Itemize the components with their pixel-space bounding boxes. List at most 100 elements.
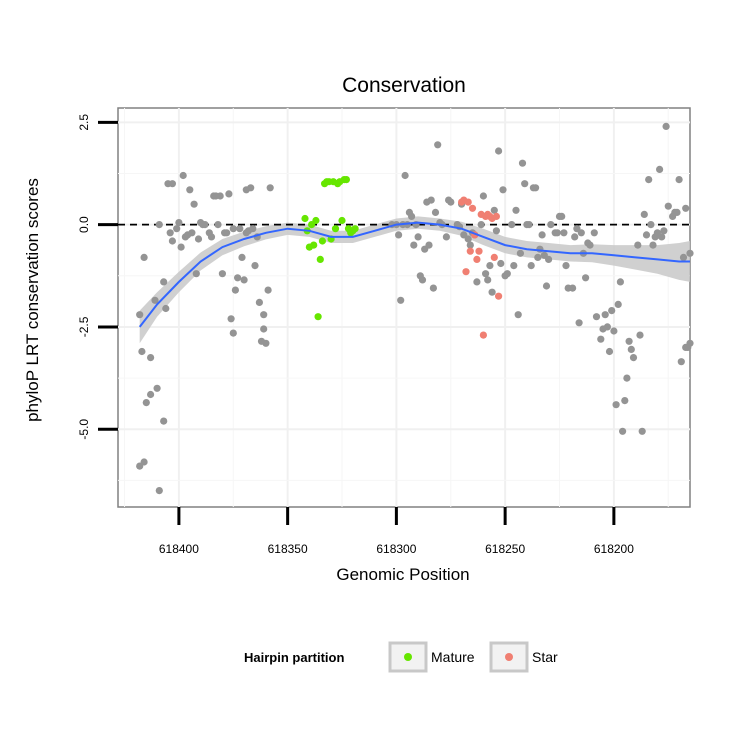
data-point-other	[649, 241, 657, 249]
data-point-other	[227, 315, 235, 323]
data-point-other	[466, 241, 474, 249]
data-point-other	[395, 231, 403, 239]
data-point-other	[553, 229, 561, 237]
data-point-other	[477, 221, 485, 229]
data-point-other	[510, 262, 518, 270]
data-point-other	[255, 298, 263, 306]
data-point-other	[679, 253, 688, 261]
data-point-other	[492, 227, 500, 235]
data-point-other	[264, 286, 272, 294]
data-point-other	[229, 225, 237, 233]
data-point-other	[675, 176, 683, 184]
data-point-other	[427, 196, 435, 204]
data-point-star	[495, 292, 503, 300]
data-point-other	[597, 335, 605, 343]
data-point-mature	[338, 216, 346, 225]
data-point-other	[484, 276, 492, 284]
x-axis: 618400 618350 618300 618250 618200	[159, 507, 634, 556]
data-point-other	[521, 180, 529, 188]
data-point-other	[686, 249, 694, 257]
data-point-mature	[314, 313, 322, 321]
data-point-other	[577, 229, 585, 237]
data-point-other	[508, 221, 516, 229]
data-point-other	[647, 221, 655, 229]
data-point-other	[512, 206, 520, 214]
y-axis-title: phyloP LRT conservation scores	[23, 178, 42, 422]
data-point-other	[190, 200, 198, 208]
x-axis-tick-label: 618300	[376, 542, 416, 556]
data-point-other	[173, 225, 181, 233]
smooth-ribbon-layer	[139, 216, 690, 344]
data-point-star	[479, 331, 487, 339]
data-point-other	[590, 229, 598, 237]
data-point-other	[601, 311, 609, 319]
data-point-other	[231, 286, 239, 294]
data-point-other	[216, 192, 224, 200]
data-point-other	[673, 208, 681, 216]
data-point-star	[468, 204, 477, 212]
data-point-other	[575, 319, 583, 327]
data-point-other	[177, 243, 185, 251]
data-point-other	[447, 198, 455, 206]
data-point-other	[525, 221, 533, 229]
data-point-other	[401, 171, 409, 180]
data-point-other	[586, 241, 594, 249]
data-point-other	[160, 278, 168, 286]
data-point-other	[207, 233, 216, 241]
data-point-other	[638, 427, 646, 435]
data-point-other	[660, 227, 668, 235]
data-point-other	[490, 206, 498, 214]
legend: Hairpin partition Mature Star	[244, 641, 558, 673]
data-point-other	[499, 186, 507, 194]
data-point-star	[475, 247, 483, 255]
legend-star-marker	[505, 653, 513, 661]
data-point-other	[497, 259, 505, 268]
data-point-other	[488, 288, 496, 296]
plot-panel	[117, 107, 691, 508]
data-point-other	[247, 184, 255, 192]
data-point-other	[408, 212, 416, 220]
chart-title: Conservation	[342, 74, 466, 97]
data-point-star	[466, 247, 474, 255]
data-point-other	[218, 270, 226, 278]
data-point-other	[418, 276, 427, 284]
data-point-other	[612, 401, 620, 409]
data-point-mature	[318, 237, 326, 245]
points-layer	[136, 122, 694, 495]
data-point-other	[473, 278, 481, 286]
data-point-other	[479, 192, 487, 200]
data-point-mature	[310, 241, 318, 249]
data-point-other	[240, 276, 248, 284]
data-point-other	[155, 487, 163, 495]
data-point-other	[486, 262, 494, 270]
data-point-other	[260, 325, 268, 333]
data-point-other	[682, 204, 690, 212]
data-point-other	[616, 278, 625, 286]
x-axis-tick-label: 618200	[594, 542, 634, 556]
data-point-other	[192, 270, 200, 278]
data-point-other	[592, 313, 601, 321]
data-point-other	[142, 399, 150, 407]
data-point-other	[658, 233, 666, 241]
data-point-star	[462, 268, 470, 276]
legend-label-star: Star	[532, 649, 558, 665]
data-point-other	[605, 347, 614, 356]
data-point-other	[619, 427, 627, 435]
data-point-other	[425, 241, 433, 249]
data-point-mature	[351, 225, 359, 233]
data-point-other	[518, 159, 527, 167]
data-point-other	[634, 241, 642, 249]
data-point-mature	[301, 214, 309, 223]
data-point-other	[162, 304, 170, 313]
confidence-ribbon	[139, 216, 690, 344]
data-point-other	[229, 329, 237, 337]
data-point-other	[686, 339, 694, 347]
data-point-other	[629, 354, 638, 362]
data-point-mature	[316, 255, 324, 263]
legend-mature-marker	[404, 653, 412, 661]
data-point-other	[582, 274, 590, 282]
data-point-other	[160, 417, 168, 425]
data-point-other	[621, 397, 629, 405]
data-point-other	[175, 219, 183, 227]
